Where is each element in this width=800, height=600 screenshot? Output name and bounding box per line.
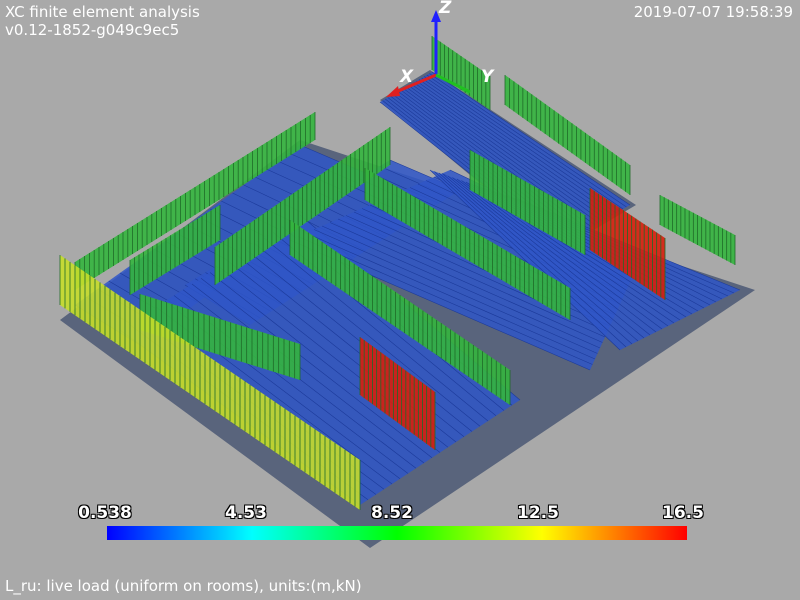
load-wall bbox=[289, 220, 511, 405]
mesh-line bbox=[431, 71, 631, 206]
load-wall bbox=[129, 205, 221, 295]
load-wall bbox=[431, 36, 491, 110]
mesh-line bbox=[443, 174, 639, 342]
mesh-line bbox=[426, 74, 624, 210]
axes-gizmo: Z X Y bbox=[386, 0, 495, 97]
mesh-line bbox=[416, 80, 610, 218]
load-wall bbox=[589, 188, 666, 300]
load-wall bbox=[504, 75, 631, 195]
colorbar-tick-label: 12.5 bbox=[517, 503, 559, 523]
mesh-panel bbox=[379, 71, 631, 246]
load-wall bbox=[359, 337, 436, 450]
mesh-line bbox=[434, 171, 627, 348]
colorbar-tick-label: 4.53 bbox=[225, 503, 267, 523]
z-axis-arrow bbox=[431, 10, 441, 22]
mesh-panel bbox=[429, 169, 741, 351]
mesh-line bbox=[200, 278, 433, 458]
mesh-line bbox=[421, 77, 617, 214]
mesh-line bbox=[191, 283, 425, 464]
mesh-line bbox=[447, 175, 645, 339]
mesh-line bbox=[305, 232, 596, 360]
z-axis-label: Z bbox=[438, 0, 452, 18]
mesh-line bbox=[429, 169, 621, 351]
load-wall bbox=[659, 195, 736, 265]
mesh-line bbox=[438, 172, 633, 345]
mesh-line bbox=[418, 79, 613, 216]
colorbar-tick-label: 0.538 bbox=[78, 503, 132, 523]
version-label: v0.12-1852-g049c9ec5 bbox=[5, 21, 180, 39]
load-wall bbox=[214, 127, 391, 285]
load-wall bbox=[59, 255, 361, 510]
colorbar-tick-label: 8.52 bbox=[371, 503, 413, 523]
mesh-line bbox=[429, 73, 627, 208]
timestamp-label: 2019-07-07 19:58:39 bbox=[633, 3, 793, 21]
mesh-line bbox=[408, 85, 599, 224]
x-axis-label: X bbox=[399, 67, 414, 87]
mesh-line bbox=[424, 76, 620, 212]
load-wall bbox=[469, 150, 586, 255]
mesh-line bbox=[313, 229, 598, 354]
mesh-line bbox=[254, 243, 481, 427]
load-wall-face bbox=[470, 150, 585, 255]
mesh-line bbox=[263, 237, 489, 422]
mesh-grid bbox=[74, 71, 741, 506]
mesh-line bbox=[413, 82, 606, 220]
mesh-line bbox=[321, 225, 601, 349]
mesh-line bbox=[461, 180, 663, 330]
mesh-fill bbox=[430, 170, 740, 350]
mesh-line bbox=[329, 222, 603, 343]
mesh-line bbox=[411, 83, 603, 222]
load-wall-face bbox=[365, 168, 570, 320]
mesh-line bbox=[452, 177, 651, 336]
colorbar-tick-label: 16.5 bbox=[662, 503, 704, 523]
app-title: XC finite element analysis bbox=[5, 3, 200, 21]
mesh-line bbox=[337, 218, 606, 338]
load-walls bbox=[59, 36, 736, 510]
y-axis-line bbox=[435, 73, 471, 94]
mesh-line bbox=[456, 178, 657, 333]
colorbar-gradient bbox=[107, 526, 687, 540]
x-axis-arrow bbox=[386, 86, 400, 97]
mesh-line bbox=[405, 86, 596, 226]
y-axis-label: Y bbox=[481, 67, 495, 87]
load-wall bbox=[364, 168, 571, 320]
mesh-fill bbox=[380, 72, 630, 245]
load-case-caption: L_ru: live load (uniform on rooms), unit… bbox=[5, 577, 362, 595]
mesh-line bbox=[297, 236, 593, 365]
x-axis-line bbox=[395, 73, 437, 94]
